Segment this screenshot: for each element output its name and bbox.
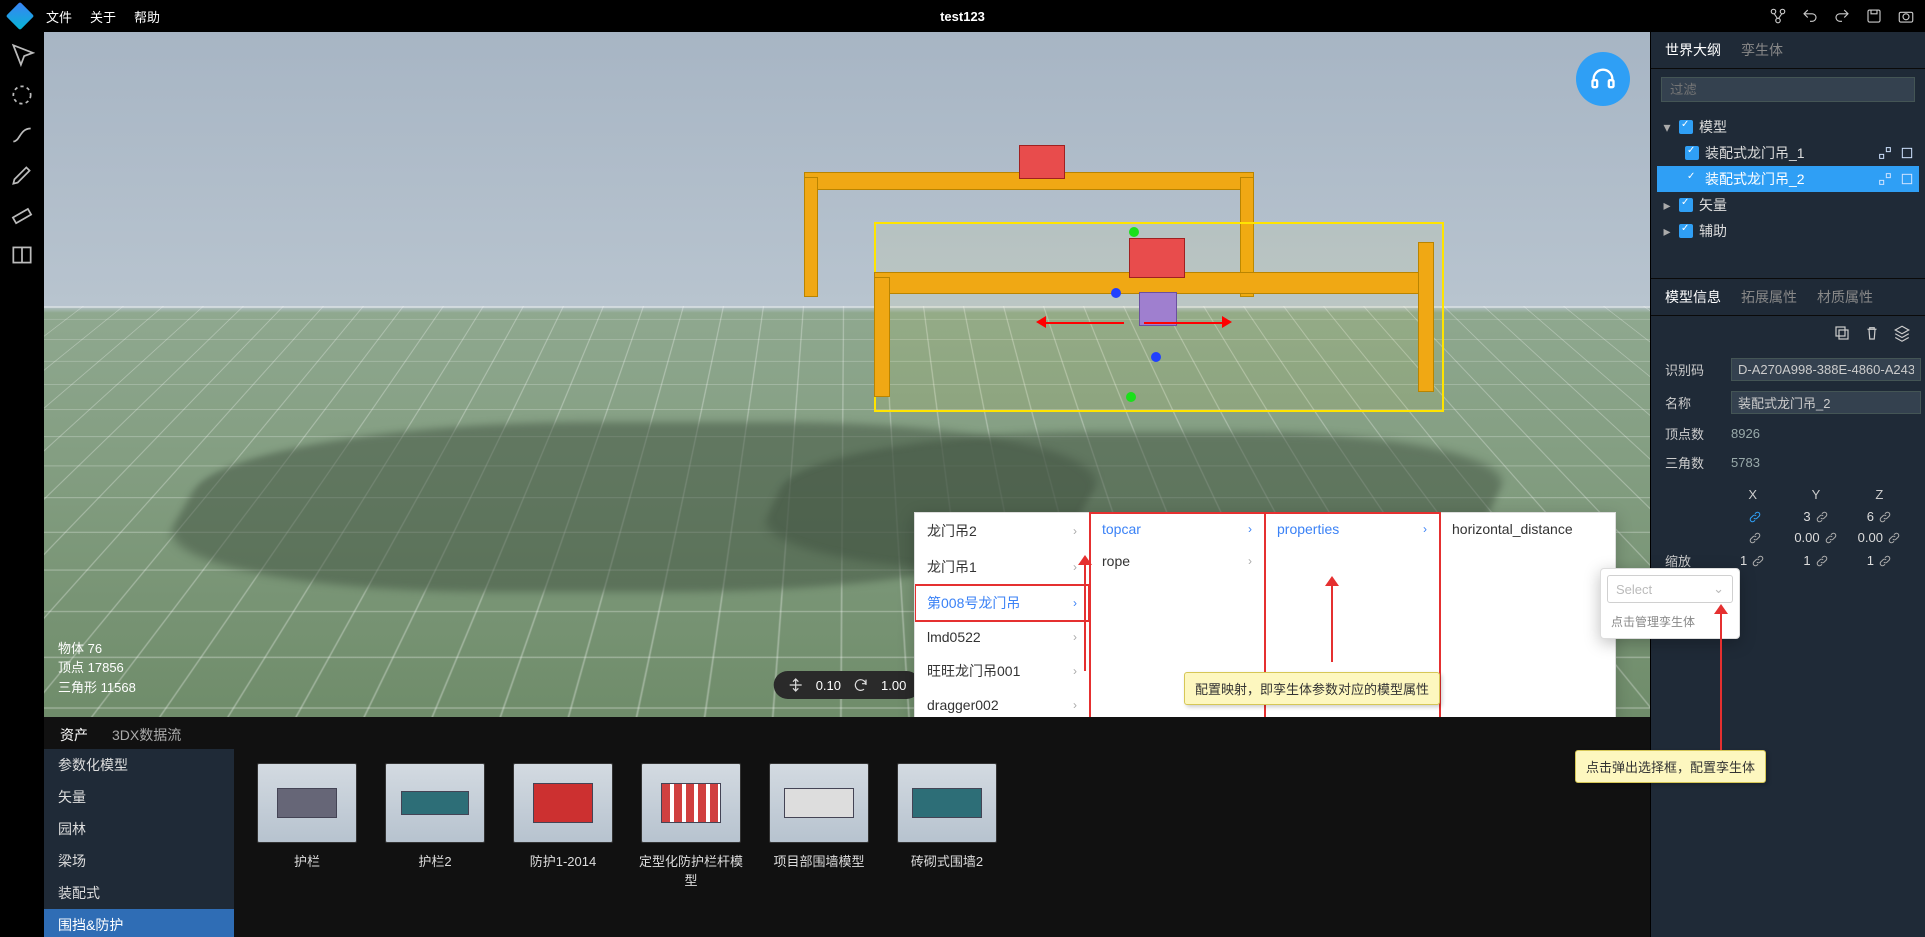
asset-tab-assets[interactable]: 资产 [60, 725, 88, 745]
asset-category[interactable]: 装配式 [44, 877, 234, 909]
link-icon[interactable] [1748, 531, 1762, 545]
link-icon[interactable] [1751, 554, 1765, 568]
id-input[interactable] [1731, 358, 1921, 381]
name-input[interactable] [1731, 391, 1921, 414]
redo-icon[interactable] [1833, 7, 1851, 25]
tree-row[interactable]: ▾ 模型 [1657, 114, 1919, 140]
cascader-item[interactable]: dragger002› [915, 689, 1089, 717]
select-tool-icon[interactable] [9, 42, 35, 68]
gizmo-z-icon[interactable] [1111, 288, 1121, 298]
curve-tool-icon[interactable] [9, 122, 35, 148]
circle-tool-icon[interactable] [9, 82, 35, 108]
prop-tab-material[interactable]: 材质属性 [1817, 287, 1873, 307]
asset-grid: 护栏 护栏2 防护1-2014 定型化防护栏杆模型 项目部围墙模型 砖砌式围墙2 [234, 749, 1650, 937]
asset-item[interactable]: 定型化防护栏杆模型 [636, 763, 746, 937]
rotate-snap-icon[interactable] [853, 677, 869, 693]
asset-category[interactable]: 参数化模型 [44, 749, 234, 781]
viewport-stats: 物体 76 顶点 17856 三角形 11568 [58, 639, 136, 698]
cascader-item-active[interactable]: properties› [1265, 513, 1439, 545]
cascader-item[interactable]: 龙门吊2› [915, 513, 1089, 549]
asset-item[interactable]: 护栏2 [380, 763, 490, 937]
gizmo-x-icon[interactable] [1144, 322, 1224, 324]
link-icon[interactable] [1878, 510, 1892, 524]
cascader-item-active[interactable]: topcar› [1090, 513, 1264, 545]
top-menu-bar: 文件 关于 帮助 test123 [0, 0, 1925, 32]
link-icon[interactable] [1748, 510, 1762, 524]
hierarchy-icon[interactable] [1769, 7, 1787, 25]
callout-mapping: 配置映射，即孪生体参数对应的模型属性 [1184, 672, 1440, 705]
right-inspector-panel: 世界大纲 孪生体 ▾ 模型 装配式龙门吊_1 装配式龙门吊_2 ▸ 矢量 [1650, 32, 1925, 937]
crane-front [874, 232, 1434, 402]
camera-icon[interactable] [1897, 7, 1915, 25]
support-headset-button[interactable] [1576, 52, 1630, 106]
asset-category[interactable]: 梁场 [44, 845, 234, 877]
tree-row-selected[interactable]: 装配式龙门吊_2 [1657, 166, 1919, 192]
prop-tab-ext[interactable]: 拓展属性 [1741, 287, 1797, 307]
copy-icon[interactable] [1833, 324, 1851, 345]
checkbox-icon[interactable] [1685, 172, 1699, 186]
undo-icon[interactable] [1801, 7, 1819, 25]
tris-value: 5783 [1731, 455, 1911, 470]
cascader-item[interactable]: horizontal_distance [1440, 513, 1615, 545]
cascader-item-active[interactable]: 第008号龙门吊› [915, 585, 1089, 621]
outline-tab-twin[interactable]: 孪生体 [1741, 40, 1783, 60]
tree-row[interactable]: 装配式龙门吊_1 [1657, 140, 1919, 166]
outline-tab-world[interactable]: 世界大纲 [1665, 40, 1721, 60]
layers-icon[interactable] [1893, 324, 1911, 345]
asset-category[interactable]: 矢量 [44, 781, 234, 813]
position-row: 3 6 [1665, 506, 1911, 527]
asset-category[interactable]: 园林 [44, 813, 234, 845]
asset-item[interactable]: 护栏 [252, 763, 362, 937]
viewport-snap-controls: 0.10 1.00 [774, 671, 921, 699]
link-icon[interactable] [1815, 554, 1829, 568]
outline-tree: ▾ 模型 装配式龙门吊_1 装配式龙门吊_2 ▸ 矢量 ▸ 辅助 [1651, 110, 1925, 278]
checkbox-icon[interactable] [1685, 146, 1699, 160]
menu-help[interactable]: 帮助 [134, 7, 160, 26]
move-snap-value: 0.10 [816, 678, 841, 693]
pencil-tool-icon[interactable] [9, 162, 35, 188]
cascader-col-1: 龙门吊2› 龙门吊1› 第008号龙门吊› lmd0522› 旺旺龙门吊001›… [915, 513, 1090, 717]
tree-row[interactable]: ▸ 辅助 [1657, 218, 1919, 244]
asset-panel: 资产 3DX数据流 参数化模型 矢量 园林 梁场 装配式 围挡&防护 临建 钢筋… [44, 717, 1650, 937]
gizmo-y-icon[interactable] [1129, 227, 1139, 237]
3d-viewport[interactable]: 物体 76 顶点 17856 三角形 11568 0.10 1.00 龙门吊2›… [44, 32, 1650, 717]
tree-row[interactable]: ▸ 矢量 [1657, 192, 1919, 218]
panel-tool-icon[interactable] [9, 242, 35, 268]
measure-tool-icon[interactable] [9, 202, 35, 228]
cascader-col-4: horizontal_distance [1440, 513, 1615, 717]
rotate-snap-value: 1.00 [881, 678, 906, 693]
cascader-item[interactable]: rope› [1090, 545, 1264, 577]
save-icon[interactable] [1865, 7, 1883, 25]
menu-about[interactable]: 关于 [90, 7, 116, 26]
checkbox-icon[interactable] [1679, 120, 1693, 134]
callout-linker: 点击弹出选择框，配置孪生体 [1575, 750, 1766, 783]
verts-value: 8926 [1731, 426, 1911, 441]
asset-item[interactable]: 项目部围墙模型 [764, 763, 874, 937]
left-toolbar [0, 32, 44, 937]
asset-category-list: 参数化模型 矢量 园林 梁场 装配式 围挡&防护 临建 钢筋厂 项目驻地 [44, 749, 234, 937]
asset-category-active[interactable]: 围挡&防护 [44, 909, 234, 937]
cascader-item[interactable]: lmd0522› [915, 621, 1089, 653]
link-icon[interactable] [1815, 510, 1829, 524]
prop-tab-model[interactable]: 模型信息 [1665, 287, 1721, 307]
cascader-item[interactable]: 旺旺龙门吊001› [915, 653, 1089, 689]
cascader-item[interactable]: 龙门吊1› [915, 549, 1089, 585]
move-snap-icon[interactable] [788, 677, 804, 693]
twin-select-dropdown[interactable]: Select⌄ [1607, 575, 1733, 603]
project-title: test123 [940, 9, 985, 24]
asset-item[interactable]: 防护1-2014 [508, 763, 618, 937]
asset-item[interactable]: 砖砌式围墙2 [892, 763, 1002, 937]
checkbox-icon[interactable] [1679, 224, 1693, 238]
delete-icon[interactable] [1863, 324, 1881, 345]
asset-tab-3dx[interactable]: 3DX数据流 [112, 725, 181, 745]
menu-file[interactable]: 文件 [46, 7, 72, 26]
app-logo-icon [6, 2, 34, 30]
link-icon[interactable] [1824, 531, 1838, 545]
link-icon[interactable] [1878, 554, 1892, 568]
rotation-row: 0.00 0.00 [1665, 527, 1911, 548]
outline-filter-input[interactable] [1661, 77, 1915, 102]
link-icon[interactable] [1887, 531, 1901, 545]
checkbox-icon[interactable] [1679, 198, 1693, 212]
